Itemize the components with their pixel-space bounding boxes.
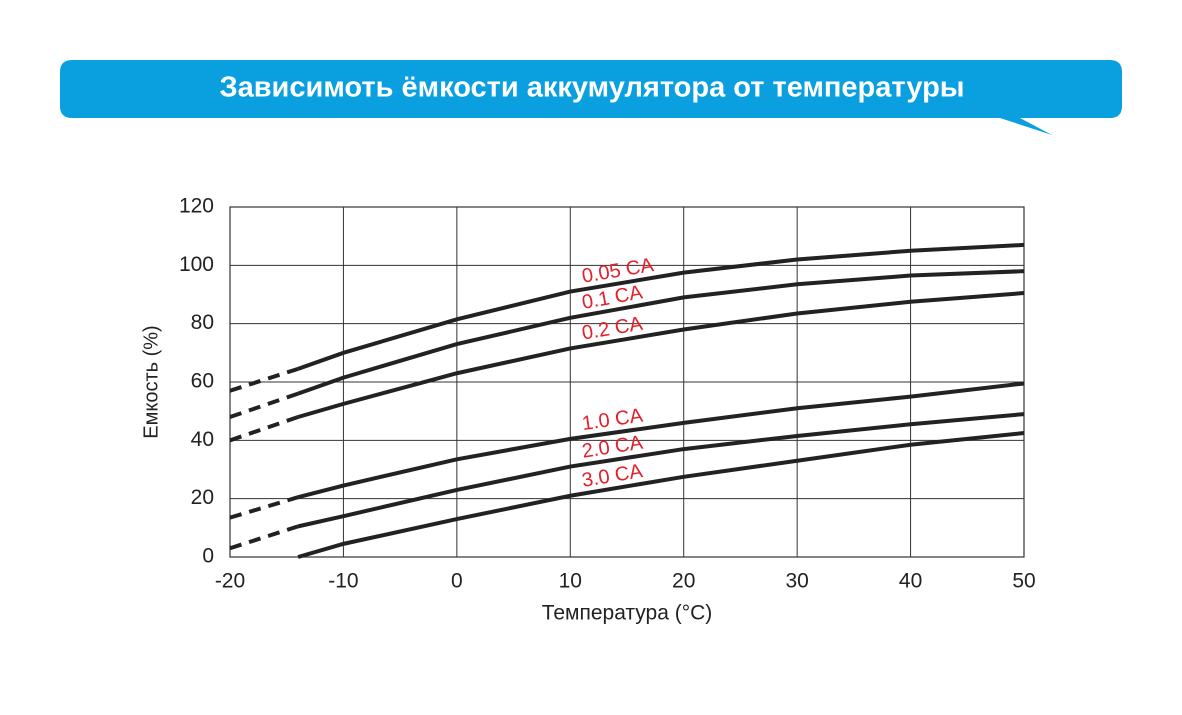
line bbox=[297, 431, 1025, 559]
x-tick-label: 10 bbox=[559, 570, 582, 593]
y-tick-label: 40 bbox=[191, 428, 214, 451]
y-tick-label: 0 bbox=[202, 545, 214, 568]
x-tick-label: 50 bbox=[1012, 570, 1035, 593]
x-tick-label: -10 bbox=[328, 570, 358, 593]
y-tick-label: 60 bbox=[191, 370, 214, 393]
x-tick-label: 40 bbox=[899, 570, 922, 593]
y-tick-label: 80 bbox=[191, 311, 214, 334]
line bbox=[297, 242, 1025, 371]
plot-border bbox=[229, 206, 1025, 558]
x-tick-label: 30 bbox=[785, 570, 808, 593]
x-tick-label: 0 bbox=[451, 570, 463, 593]
title-banner bbox=[60, 60, 1122, 135]
x-tick-label: 20 bbox=[672, 570, 695, 593]
y-axis-label: Емкость (%) bbox=[140, 325, 162, 438]
y-tick-label: 100 bbox=[179, 253, 214, 276]
line bbox=[297, 381, 1025, 500]
line bbox=[297, 269, 1025, 396]
line-dashed bbox=[229, 366, 299, 393]
line-dashed bbox=[229, 415, 299, 443]
line bbox=[297, 291, 1025, 419]
chart-title: Зависимоть ёмкости аккумулятора от темпе… bbox=[219, 72, 964, 104]
x-axis-label: Температура (°C) bbox=[542, 602, 713, 625]
line-dashed bbox=[229, 391, 299, 419]
y-tick-label: 120 bbox=[179, 195, 214, 218]
x-tick-label: -20 bbox=[215, 570, 245, 593]
line-dashed bbox=[229, 524, 299, 551]
series-label: 0.2 CA bbox=[580, 313, 645, 345]
line-dashed bbox=[229, 495, 299, 520]
line bbox=[297, 412, 1025, 529]
y-tick-label: 20 bbox=[191, 486, 214, 509]
